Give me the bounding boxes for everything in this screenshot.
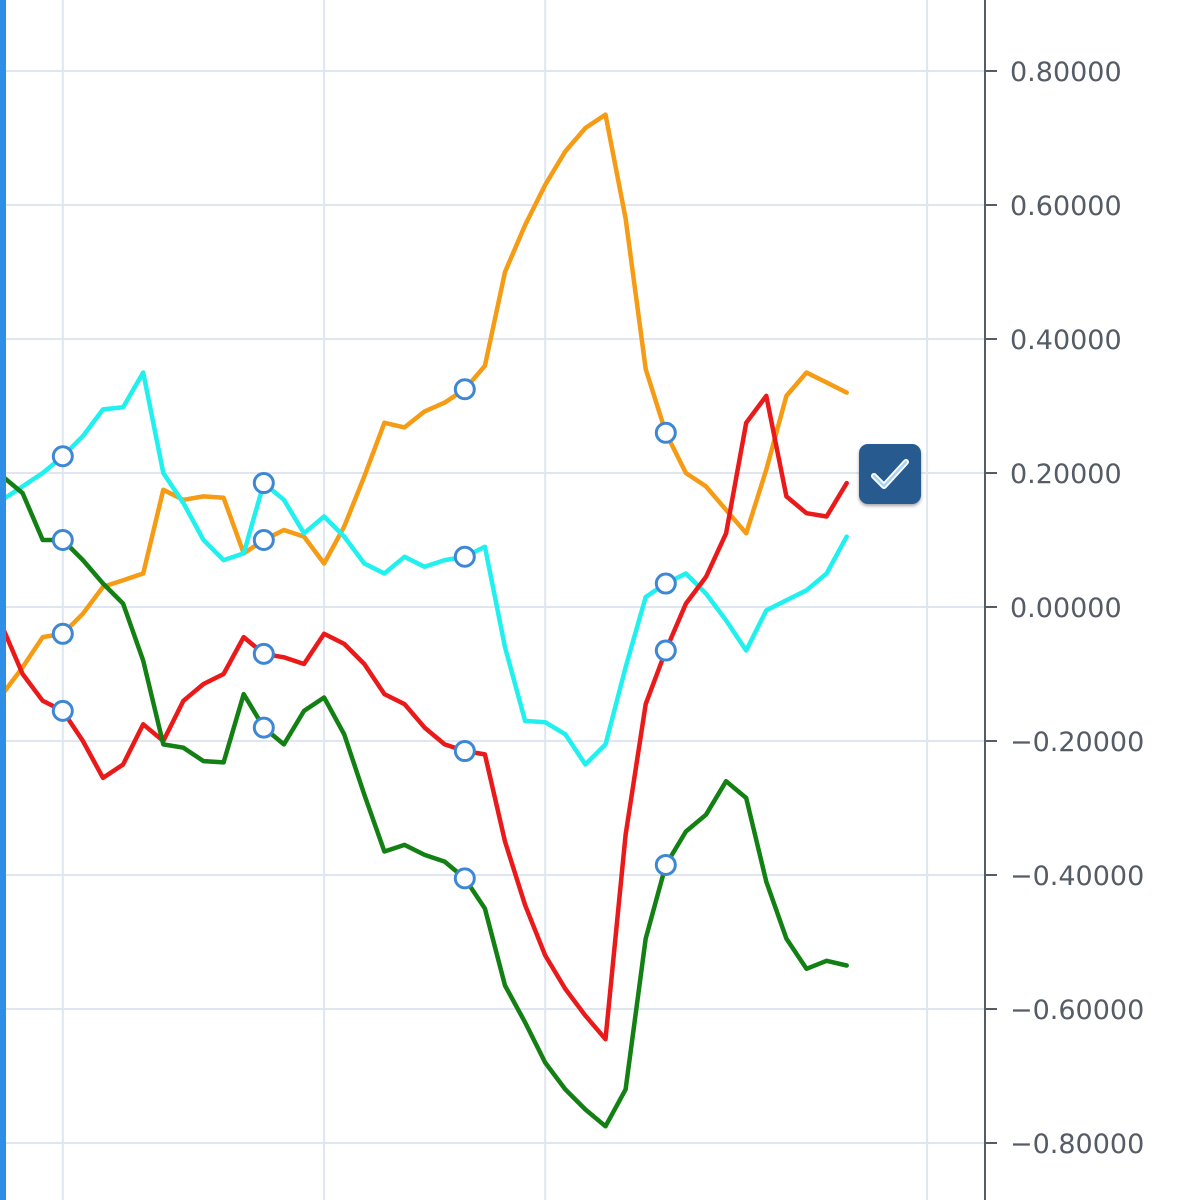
series-1-marker-0[interactable]: [51, 445, 74, 468]
series-2-marker-3[interactable]: [654, 639, 677, 662]
series-line-3: [0, 474, 849, 1129]
left-edge-bar: [0, 0, 6, 1200]
series-1-marker-3[interactable]: [654, 572, 677, 595]
y-axis: 0.80000 0.60000 0.40000 0.20000 0.00000 −0.20…: [984, 0, 1144, 1200]
series-line-2: [0, 393, 849, 1042]
y-tick-label: −0.40000: [1010, 861, 1144, 892]
series-2-marker-2[interactable]: [453, 740, 476, 763]
series-line-1: [0, 370, 849, 767]
y-tick-label: −0.20000: [1010, 727, 1144, 758]
series-0-marker-2[interactable]: [453, 378, 476, 401]
y-tick-label: 0.20000: [1010, 459, 1122, 490]
y-tick-label: 0.40000: [1010, 325, 1122, 356]
y-tick-label: 0.80000: [1010, 57, 1122, 88]
series-0-marker-0[interactable]: [51, 622, 74, 645]
series-1-marker-2[interactable]: [453, 545, 476, 568]
series-3-marker-3[interactable]: [654, 853, 677, 876]
y-tick-label: 0.60000: [1010, 191, 1122, 222]
series-3-marker-1[interactable]: [252, 716, 275, 739]
y-tick-label: −0.60000: [1010, 995, 1144, 1026]
y-tick-label: −0.80000: [1010, 1129, 1144, 1160]
series-2-marker-1[interactable]: [252, 642, 275, 665]
gridlines: [0, 0, 985, 1200]
series-1-marker-1[interactable]: [252, 472, 275, 495]
y-tick-label: 0.00000: [1010, 593, 1122, 624]
check-icon: [871, 459, 909, 489]
series-line-0: [0, 112, 849, 697]
series-0-marker-1[interactable]: [252, 529, 275, 551]
series-lines: [0, 112, 849, 1129]
series-3-marker-0[interactable]: [51, 529, 74, 551]
series-markers: [51, 378, 677, 890]
checkbox-toggle[interactable]: [859, 444, 921, 504]
series-0-marker-3[interactable]: [654, 421, 677, 444]
series-3-marker-2[interactable]: [453, 867, 476, 890]
series-2-marker-0[interactable]: [51, 699, 74, 722]
